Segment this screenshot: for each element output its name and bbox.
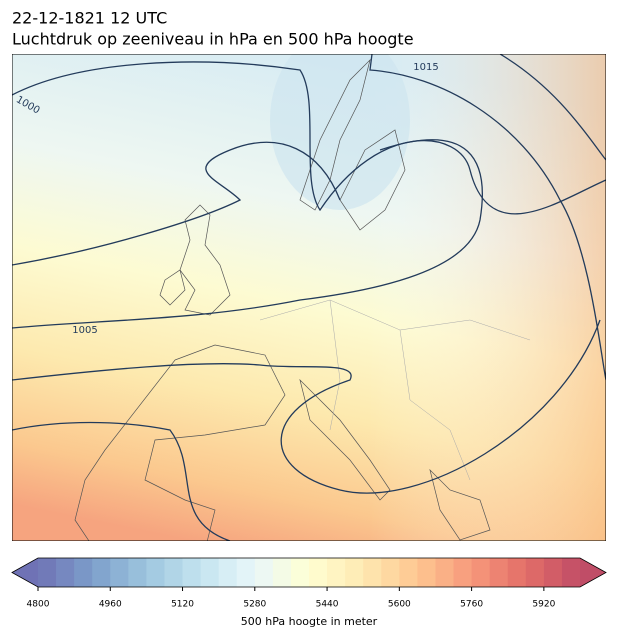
colorbar-swatch — [236, 558, 256, 587]
contour-label: 1015 — [413, 62, 438, 73]
colorbar-tick-label: 4960 — [99, 600, 122, 610]
colorbar-swatch — [507, 558, 527, 587]
colorbar-swatch — [290, 558, 310, 587]
colorbar-tick-label: 5920 — [532, 600, 555, 610]
colorbar-tick-label: 5280 — [243, 600, 266, 610]
colorbar-tick-label: 5120 — [171, 600, 194, 610]
map-time: 22-12-1821 12 UTC — [12, 9, 167, 28]
colorbar-swatch — [543, 558, 563, 587]
colorbar-swatch — [92, 558, 111, 587]
colorbar-label: 500 hPa hoogte in meter — [241, 615, 378, 628]
borders — [259, 299, 531, 481]
colorbar-swatch — [200, 558, 220, 587]
colorbar-swatch — [38, 558, 57, 587]
colorbar-swatch — [128, 558, 147, 587]
coastlines — [74, 58, 491, 541]
colorbar-swatch — [254, 558, 274, 587]
colorbar-swatch — [272, 558, 292, 587]
colorbar-swatch — [182, 558, 202, 587]
colorbar-swatch — [164, 558, 184, 587]
height-field — [270, 54, 410, 210]
map-title: Luchtdruk op zeeniveau in hPa en 500 hPa… — [12, 30, 414, 49]
colorbar-tick-label: 5760 — [460, 600, 483, 610]
colorbar-swatch — [309, 558, 328, 587]
colorbar-swatch — [489, 558, 509, 587]
colorbar-tick-label: 5600 — [388, 600, 411, 610]
colorbar-swatch — [471, 558, 491, 587]
pressure-contours — [12, 54, 606, 541]
colorbar-extend — [580, 558, 606, 587]
colorbar-swatch — [74, 558, 93, 587]
map-area — [12, 54, 606, 541]
contour-label: 1005 — [72, 325, 97, 336]
colorbar-tick-label: 4800 — [27, 600, 50, 610]
colorbar-tick-label: 5440 — [316, 600, 339, 610]
colorbar-swatch — [345, 558, 364, 587]
colorbar-swatch — [381, 558, 400, 587]
colorbar-swatch — [561, 558, 581, 587]
colorbar-swatch — [399, 558, 418, 587]
colorbar-swatch — [110, 558, 129, 587]
colorbar-swatch — [435, 558, 455, 587]
colorbar-extend — [12, 558, 38, 587]
colorbar-swatch — [56, 558, 75, 587]
colorbar-swatch — [146, 558, 165, 587]
colorbar-swatch — [525, 558, 545, 587]
colorbar-swatch — [363, 558, 382, 587]
colorbar-swatch — [417, 558, 436, 587]
colorbar-swatch — [453, 558, 473, 587]
colorbar-swatch — [218, 558, 238, 587]
colorbar-swatch — [327, 558, 346, 587]
colorbar: 4800 4960 5120 5280 5440 5600 5760 5920 — [11, 557, 607, 610]
